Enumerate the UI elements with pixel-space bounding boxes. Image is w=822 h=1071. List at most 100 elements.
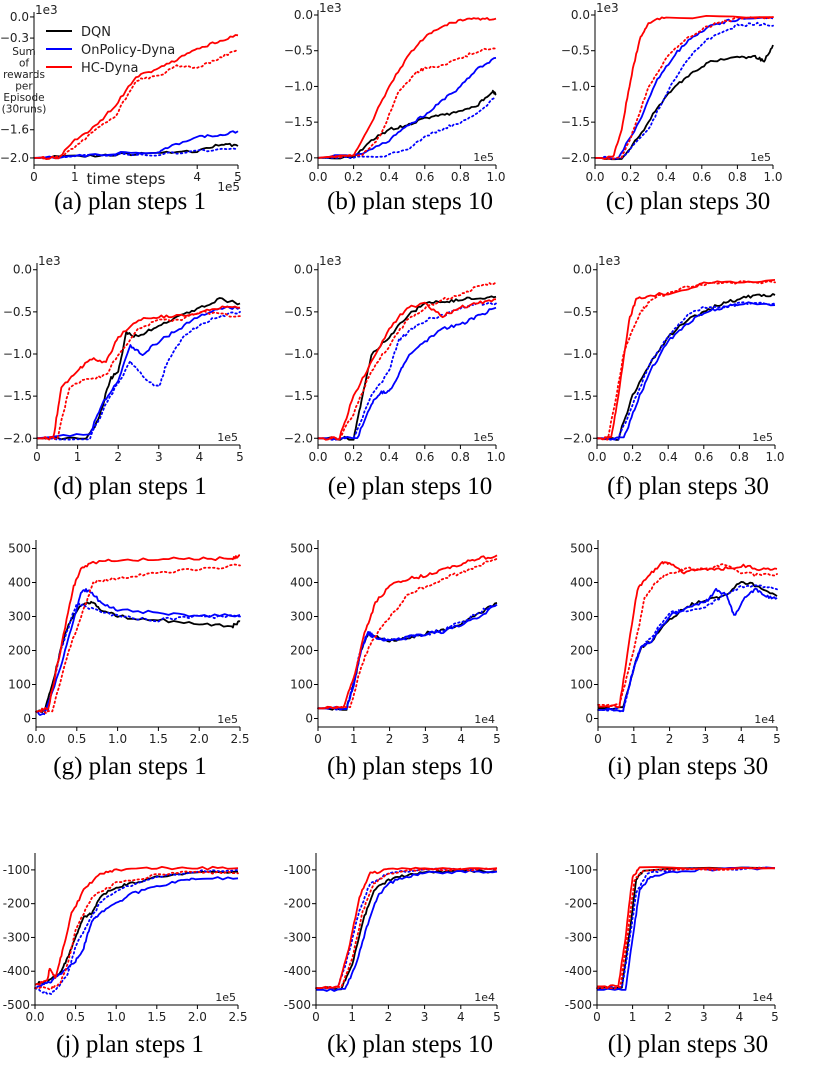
series-onpolicy-dyna-dotted <box>34 869 239 995</box>
y-tick-label: -200 <box>3 897 30 911</box>
x-tick-label: 5 <box>234 170 242 184</box>
series-hc-dyna-solid <box>595 14 774 160</box>
x-offset-label: 1e5 <box>473 431 494 444</box>
y-tick-label: −1.6 <box>0 123 29 137</box>
y-tick-label: 100 <box>570 678 593 692</box>
series-onpolicy-dyna-solid <box>318 603 498 710</box>
y-tick-label: 300 <box>8 610 31 624</box>
series-dqn-solid <box>598 581 778 710</box>
y-tick-label: −0.5 <box>3 305 32 319</box>
series-hc-dyna-solid <box>597 866 776 989</box>
y-tick-label: 400 <box>8 576 31 590</box>
caption-h: (h) plan steps 10 <box>327 753 493 780</box>
x-tick-label: 4 <box>193 170 201 184</box>
x-tick-label: 0.4 <box>659 450 678 464</box>
x-offset-label: 1e5 <box>217 180 240 194</box>
legend-label: OnPolicy-Dyna <box>81 43 175 58</box>
series-hc-dyna-solid <box>318 554 498 710</box>
series-onpolicy-dyna-dotted <box>36 310 241 441</box>
x-tick-label: 3 <box>155 450 163 464</box>
x-tick-label: 0.0 <box>25 1010 44 1024</box>
x-tick-label: 1 <box>348 1010 356 1024</box>
caption-e: (e) plan steps 10 <box>327 473 493 500</box>
caption-j: (j) plan steps 1 <box>56 1031 204 1058</box>
x-tick-label: 1.0 <box>107 1010 126 1024</box>
series-onpolicy-dyna-solid <box>34 876 239 989</box>
y-tick-label: -300 <box>284 930 311 944</box>
y-tick-label: 500 <box>570 542 593 556</box>
series-hc-dyna-solid <box>37 305 241 441</box>
series-onpolicy-dyna-dotted <box>35 602 241 713</box>
y-tick-label: 200 <box>8 644 31 658</box>
x-offset-label: 1e4 <box>474 991 495 1004</box>
y-tick-label: −1.0 <box>563 347 592 361</box>
series-hc-dyna-dotted <box>35 563 241 715</box>
series-hc-dyna-dotted <box>34 870 239 991</box>
y-tick-label: -400 <box>284 964 311 978</box>
x-tick-label: 0.8 <box>451 450 470 464</box>
x-axis-label: time steps <box>87 170 166 188</box>
x-tick-label: 5 <box>493 1010 501 1024</box>
x-tick-label: 4 <box>457 732 465 746</box>
series-onpolicy-dyna-solid <box>35 588 241 716</box>
panel-j: 0.0 0.5 1.0 1.5 2.0 2.5 -100 -200 -300 -400 -500 1e… <box>3 853 248 1024</box>
x-offset-label: 1e5 <box>217 713 238 726</box>
x-tick-label: 1 <box>350 732 358 746</box>
caption-k: (k) plan steps 10 <box>327 1031 493 1058</box>
x-tick-label: 0.6 <box>694 450 713 464</box>
x-tick-label: 5 <box>773 732 781 746</box>
series-onpolicy-dyna-solid <box>318 306 497 441</box>
series-dqn-solid <box>318 295 497 441</box>
x-tick-label: 0 <box>30 170 38 184</box>
x-tick-label: 1 <box>629 1010 637 1024</box>
y-tick-label: 300 <box>290 610 313 624</box>
x-tick-label: 2 <box>385 1010 393 1024</box>
panel-g: 0.0 0.5 1.0 1.5 2.0 2.5 0 100 200 300 400 500 1e5 <box>8 540 250 746</box>
x-tick-label: 1.5 <box>147 1010 166 1024</box>
series-hc-dyna-solid <box>317 17 497 159</box>
series-onpolicy-dyna-dotted <box>596 301 776 441</box>
x-tick-label: 0 <box>312 1010 320 1024</box>
x-tick-label: 0.4 <box>380 450 399 464</box>
x-tick-label: 0.4 <box>380 170 399 184</box>
panel-d: 0 1 2 3 4 5 0.0 −0.5 −1.0 −1.5 −2.0 1e3 1e5 <box>3 254 244 464</box>
x-tick-label: 0 <box>33 450 41 464</box>
x-tick-label: 0.2 <box>623 450 642 464</box>
series-onpolicy-dyna-solid <box>33 130 239 160</box>
x-tick-label: 4 <box>457 1010 465 1024</box>
y-tick-label: −0.5 <box>561 44 590 58</box>
series-hc-dyna-solid <box>35 554 240 713</box>
y-axis-label-line: Sum <box>12 46 36 58</box>
y-tick-label: −2.0 <box>3 431 32 445</box>
y-axis-label-line: per <box>15 81 33 93</box>
y-tick-label: 200 <box>570 644 593 658</box>
x-tick-label: 1.0 <box>486 170 505 184</box>
panel-a: 0 1 4 5 0.0 −0.3 −1.6 −2.0 1e3 1e5 time steps Sumof… <box>0 3 242 194</box>
y-axis-label-line: (30runs) <box>2 104 47 116</box>
x-tick-label: 2.5 <box>230 732 249 746</box>
y-tick-label: −1.5 <box>3 389 32 403</box>
series-dqn-solid <box>597 293 776 441</box>
x-tick-label: 4 <box>736 1010 744 1024</box>
series-onpolicy-dyna-dotted <box>33 147 239 159</box>
series-onpolicy-dyna-dotted <box>317 96 497 160</box>
x-tick-label: 0 <box>314 732 322 746</box>
y-tick-label: −1.5 <box>563 389 592 403</box>
caption-c: (c) plan steps 30 <box>605 188 771 215</box>
x-tick-label: 0 <box>593 1010 601 1024</box>
x-tick-label: 2.5 <box>228 1010 247 1024</box>
panel-b: 0.0 0.2 0.4 0.6 0.8 1.0 0.0 −0.5 −1.0 −1.5 −2.0 1e3… <box>284 1 506 184</box>
series-dqn-solid <box>595 44 774 161</box>
y-tick-label: −1.5 <box>561 115 590 129</box>
y-tick-label: -200 <box>284 897 311 911</box>
series-hc-dyna-dotted <box>36 310 241 441</box>
y-tick-label: -500 <box>3 998 30 1012</box>
y-tick-label: -500 <box>284 998 311 1012</box>
x-tick-label: 3 <box>700 1010 708 1024</box>
series-dqn-solid <box>34 870 239 986</box>
x-tick-label: 1.0 <box>486 450 505 464</box>
y-tick-label: -400 <box>3 964 30 978</box>
x-tick-label: 2.0 <box>188 1010 207 1024</box>
series-hc-dyna-solid <box>597 279 776 441</box>
